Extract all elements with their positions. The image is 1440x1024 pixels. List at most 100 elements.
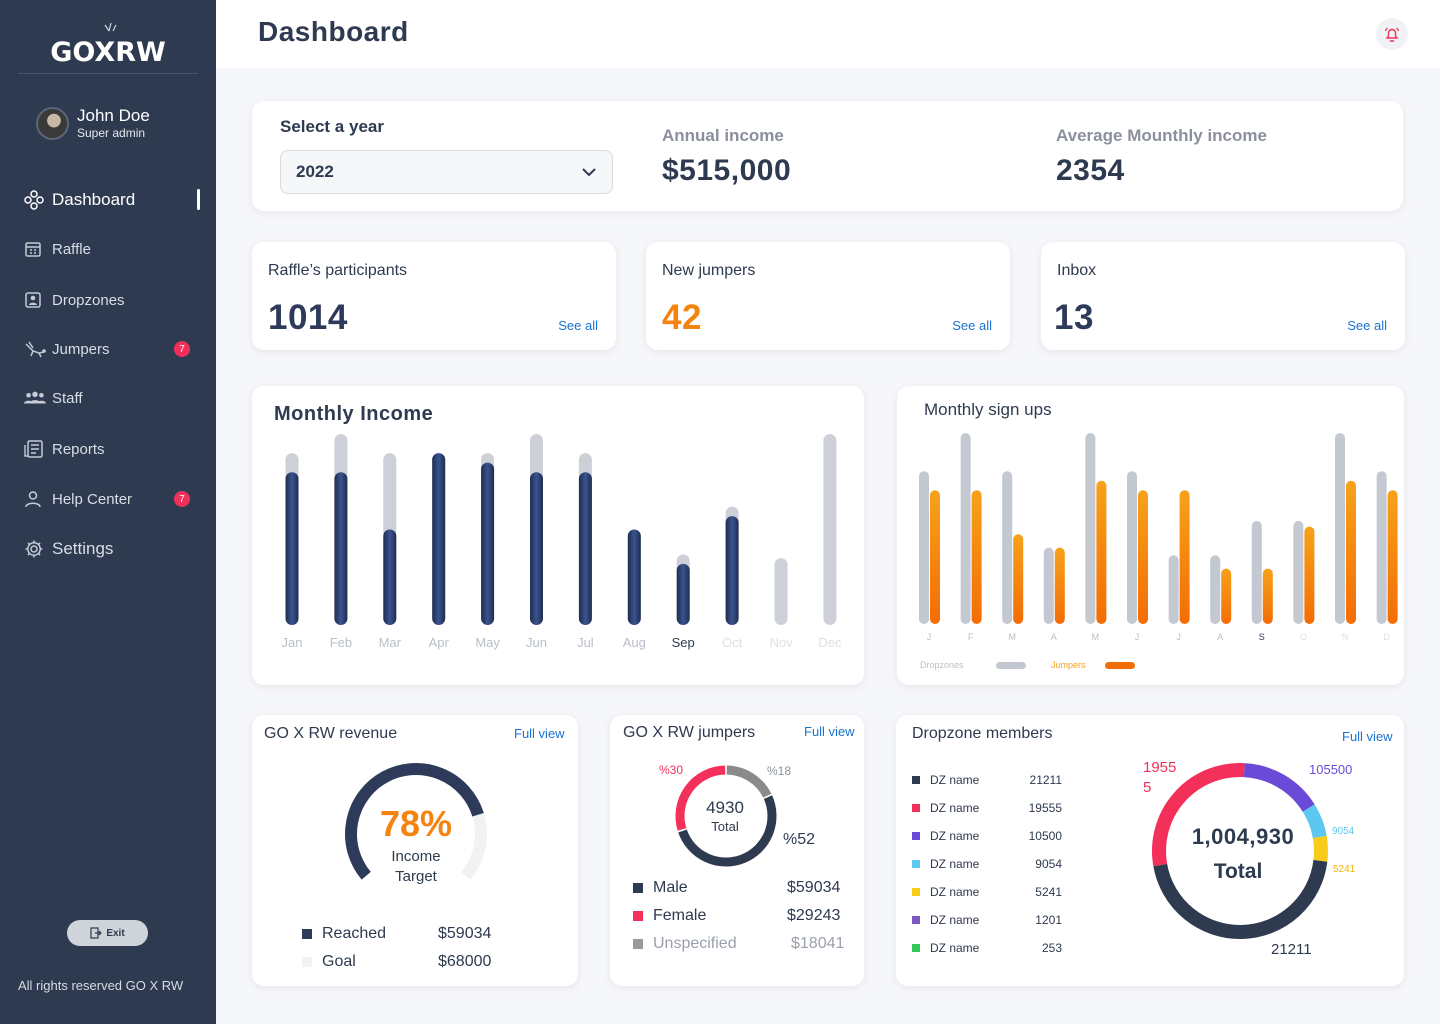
male-swatch [633, 883, 643, 893]
income-x-tick: May [475, 635, 500, 650]
exit-button[interactable]: Exit [67, 920, 148, 946]
jumpers-full-view-link[interactable]: Full view [804, 724, 855, 739]
dropzone-full-view-link[interactable]: Full view [1342, 729, 1393, 744]
inbox-see-all-link[interactable]: See all [1347, 318, 1387, 333]
revenue-full-view-link[interactable]: Full view [514, 726, 565, 741]
logo: GOXRW [0, 14, 216, 74]
notifications-button[interactable] [1376, 18, 1408, 50]
signup-x-tick: M [1092, 632, 1100, 642]
reached-label: Reached [322, 925, 387, 942]
dropzone-list-item: DZ name 5241 [912, 884, 1062, 900]
dropzone-swatch [912, 860, 920, 868]
signup-jumpers-bar [1013, 534, 1024, 624]
signup-dropzones-bar [919, 471, 929, 624]
dropzone-name: DZ name [930, 941, 980, 955]
income-x-tick: Jul [577, 635, 594, 650]
dropzone-swatch [912, 888, 920, 896]
male-value: $59034 [787, 879, 841, 896]
income-bar [530, 472, 543, 625]
signup-jumpers-bar [1262, 568, 1273, 624]
revenue-title: GO X RW revenue [264, 725, 398, 742]
sidebar-item-staff[interactable]: Staff [24, 384, 200, 412]
calendar-icon [24, 239, 46, 259]
sidebar-divider [18, 73, 198, 74]
sidebar-item-reports[interactable]: Reports [24, 435, 200, 463]
dropzone-list-item: DZ name 19555 [912, 800, 1062, 816]
jumpers-total-label: Total [711, 819, 739, 834]
sidebar-item-dashboard[interactable]: Dashboard [24, 186, 200, 214]
dropzone-value: 253 [1041, 941, 1062, 955]
signup-dropzones-bar [1127, 471, 1137, 624]
income-x-tick: Nov [769, 635, 793, 650]
dropzone-name: DZ name [930, 829, 980, 843]
legend-dropzones-swatch [996, 662, 1026, 669]
income-bar [383, 529, 397, 625]
female-label: Female [653, 907, 707, 924]
year-select[interactable]: 2022 [280, 150, 613, 194]
signup-jumpers-bar [1179, 490, 1190, 624]
signup-dropzones-bar [1168, 555, 1179, 624]
income-bar [432, 453, 446, 625]
monthly-income-chart: Jan Feb Mar Apr May Jun Jul Aug Sep Oct Nov Dec [282, 434, 842, 650]
signup-x-tick: O [1300, 632, 1307, 642]
inbox-value: 13 [1054, 298, 1094, 337]
income-label: Income [391, 848, 441, 865]
jumpers-badge: 7 [174, 341, 190, 357]
income-overview-card: Select a year 2022 Annual income $515,00… [252, 101, 1403, 211]
income-bar [578, 472, 592, 625]
monthly-income-card: Monthly Income Jan Feb Mar Apr May Jun Jul Aug S… [252, 386, 864, 685]
signup-x-tick: F [968, 632, 974, 642]
dropzone-value: 10500 [1028, 829, 1062, 843]
dropzone-name: DZ name [930, 913, 980, 927]
sidebar-item-raffle[interactable]: Raffle [24, 235, 200, 263]
year-select-value: 2022 [296, 162, 334, 181]
monthly-signups-title: Monthly sign ups [924, 400, 1052, 419]
dropzone-list-item: DZ name 253 [912, 940, 1062, 956]
chevron-down-icon [582, 168, 596, 177]
copyright-text: All rights reserved GO X RW [18, 978, 184, 993]
jumpers-total: 4930 [706, 798, 744, 817]
dropzone-value: 9054 [1035, 857, 1062, 871]
revenue-gauge-arc [345, 763, 484, 880]
dz-ring-label-navy: 21211 [1271, 941, 1312, 958]
user-profile[interactable]: John Doe Super admin [36, 106, 150, 141]
signup-x-tick: N [1342, 632, 1349, 642]
income-x-tick: Jan [282, 635, 303, 650]
revenue-card: GO X RW revenue Full view 78% Income Tar… [252, 715, 578, 986]
dropzone-value: 21211 [1029, 773, 1062, 787]
people-icon [24, 388, 46, 408]
new-jumpers-see-all-link[interactable]: See all [952, 318, 992, 333]
goal-swatch [302, 957, 312, 967]
income-x-tick: Jun [526, 635, 547, 650]
new-jumpers-label: New jumpers [662, 262, 756, 279]
monthly-signups-chart: J F M A M J J A S O N D Dropzones Jumpers [919, 433, 1398, 670]
sidebar-item-label: Raffle [52, 240, 91, 258]
dz-ring-label-yellow: 5241 [1333, 864, 1356, 875]
sidebar-item-dropzones[interactable]: Dropzones [24, 286, 200, 314]
annual-income-value: $515,000 [662, 154, 792, 187]
signup-dropzones-bar [1043, 547, 1054, 624]
signup-dropzones-bar [1293, 520, 1304, 624]
signup-x-tick: J [1135, 632, 1140, 642]
dropzone-donut-chart [1152, 763, 1328, 939]
sidebar-item-label: Staff [52, 389, 83, 407]
dropzone-list-item: DZ name 1201 [912, 912, 1062, 928]
signup-x-tick: D [1383, 632, 1390, 642]
dropzone-swatch [912, 804, 920, 812]
skydiver-icon [24, 339, 46, 359]
sidebar-item-help-center[interactable]: Help Center 7 [24, 485, 200, 513]
income-x-tick: Dec [818, 635, 842, 650]
jumpers-donut-chart [675, 765, 777, 867]
dz-ring-label-red: 1955 5 [1143, 759, 1177, 796]
signup-jumpers-bar [1346, 480, 1356, 624]
legend-jumpers-swatch [1105, 662, 1135, 669]
female-swatch [633, 911, 643, 921]
dz-ring-label-purple: 105500 [1309, 762, 1353, 777]
jumpers-donut-slice [726, 765, 772, 798]
sidebar-item-settings[interactable]: Settings [24, 535, 200, 563]
page-title: Dashboard [258, 16, 409, 47]
help-center-badge: 7 [174, 491, 190, 507]
raffle-see-all-link[interactable]: See all [558, 318, 598, 333]
dropzone-list-item: DZ name 9054 [912, 856, 1062, 872]
sidebar-item-jumpers[interactable]: Jumpers 7 [24, 335, 200, 363]
